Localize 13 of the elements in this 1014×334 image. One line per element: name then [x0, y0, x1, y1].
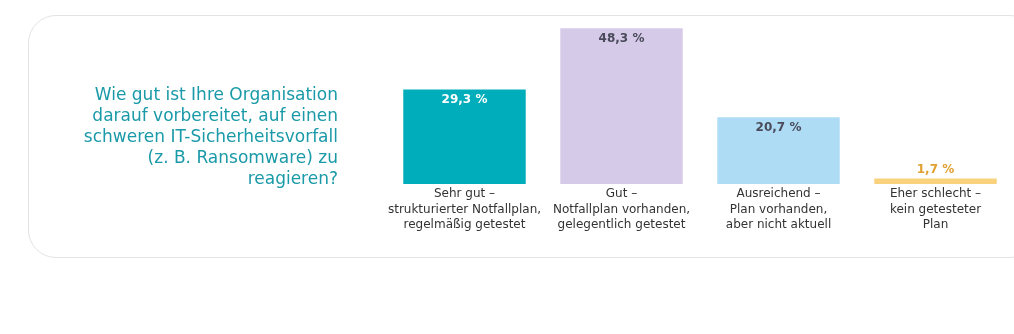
bar: [874, 178, 997, 184]
x-tick-label: Eher schlecht – kein getesteter Plan: [889, 186, 982, 232]
x-tick-label: Ausreichend – Plan vorhanden, aber nicht aktuell: [725, 186, 832, 232]
data-label: 29,3 %: [441, 92, 488, 107]
x-tick-label: Sehr gut – strukturierter Notfallplan, regelmäßig getestet: [387, 186, 542, 232]
bar: [717, 117, 840, 184]
bar: [403, 89, 526, 184]
bar: [560, 28, 683, 184]
data-label: 20,7 %: [755, 120, 802, 135]
text: Wie gut ist Ihre Organisation darauf vorbereitet, auf einen schweren IT-Sicherheitsvorfall (z. B. Ransomware) zu reagieren?: [82, 84, 338, 189]
data-label: 1,7 %: [916, 161, 955, 176]
x-tick-label: Gut – Notfallplan vorhanden, gelegentlich getestet: [552, 186, 691, 232]
data-label: 48,3 %: [598, 31, 645, 46]
